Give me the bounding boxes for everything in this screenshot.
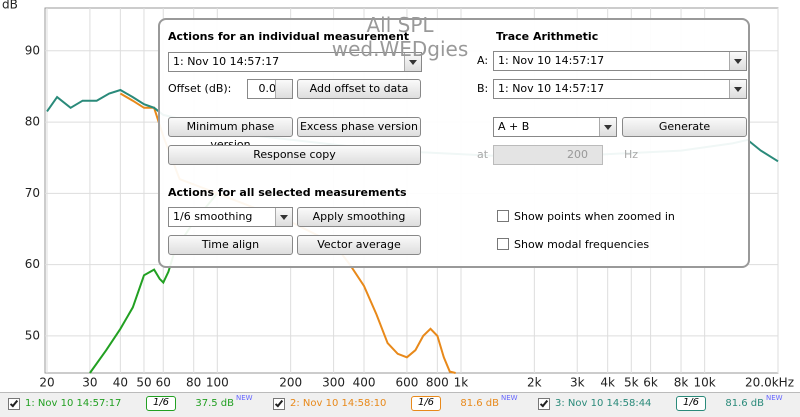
x-tick-label: 8k xyxy=(674,376,689,390)
x-tick-label: 2k xyxy=(527,376,542,390)
operation-select[interactable]: A + B xyxy=(493,117,617,137)
offset-label: Offset (dB): xyxy=(168,82,232,95)
at-label: at xyxy=(477,148,489,161)
a-label: A: xyxy=(477,54,489,67)
checkbox-label: Show modal frequencies xyxy=(514,238,650,251)
select-value: 1/6 smoothing xyxy=(173,210,253,223)
smoothing-icon: 1/6 xyxy=(146,396,176,411)
level: 37.5 dB xyxy=(195,398,234,409)
legend-checkbox[interactable] xyxy=(273,398,285,410)
legend-label: 1: Nov 10 14:57:17 xyxy=(25,398,122,409)
select-value: A + B xyxy=(498,120,530,133)
x-tick-label: 5k xyxy=(624,376,639,390)
y-tick-label: 60 xyxy=(25,257,40,271)
new-badge: NEW xyxy=(766,394,783,402)
select-value: 1: Nov 10 14:57:17 xyxy=(173,55,280,68)
time-align-button[interactable]: Time align xyxy=(168,235,293,255)
select-value: 1: Nov 10 14:57:17 xyxy=(498,54,605,67)
legend-checkbox[interactable] xyxy=(538,398,550,410)
x-tick-label: 400 xyxy=(353,376,376,390)
min-phase-button[interactable]: Minimum phase version xyxy=(168,117,293,151)
select-value: 1: Nov 10 14:57:17 xyxy=(498,82,605,95)
frequency-input: 200 xyxy=(493,145,603,165)
y-axis-label: dB xyxy=(2,0,18,12)
x-tick-label: 20.0kHz xyxy=(745,376,794,390)
x-tick-label: 600 xyxy=(395,376,418,390)
legend-label: 3: Nov 10 14:58:44 xyxy=(555,398,652,409)
x-tick-label: 40 xyxy=(113,376,128,390)
x-tick-label: 20 xyxy=(39,376,54,390)
level: 81.6 dB xyxy=(725,398,764,409)
x-tick-label: 800 xyxy=(426,376,449,390)
heading: Trace Arithmetic xyxy=(496,30,599,43)
heading: Actions for all selected measurements xyxy=(168,186,407,199)
check-mark xyxy=(274,398,284,408)
y-tick-label: 80 xyxy=(25,115,40,129)
legend-bar: 1: Nov 10 14:57:17 1/6 37.5 dB NEW 2: Nov 10… xyxy=(0,392,800,417)
x-tick-label: 1k xyxy=(454,376,469,390)
graph-title: All SPL xyxy=(366,13,434,37)
unit-label: Hz xyxy=(624,148,639,161)
checkbox[interactable] xyxy=(497,238,509,250)
response-copy-button[interactable]: Response copy xyxy=(168,145,421,165)
generate-button[interactable]: Generate xyxy=(622,117,747,137)
heading: Actions for an individual measurement xyxy=(168,30,410,43)
y-tick-label: 50 xyxy=(25,328,40,342)
x-tick-label: 4k xyxy=(600,376,615,390)
checkbox-label: Show points when zoomed in xyxy=(514,210,675,223)
x-tick-label: 30 xyxy=(82,376,97,390)
x-tick-label: 200 xyxy=(279,376,302,390)
new-badge: NEW xyxy=(501,394,518,402)
x-tick-label: 300 xyxy=(322,376,345,390)
x-tick-label: 50 xyxy=(136,376,151,390)
check-mark xyxy=(539,398,549,408)
smoothing-icon: 1/6 xyxy=(411,396,441,411)
y-tick-label: 70 xyxy=(25,186,40,200)
level: 81.6 dB xyxy=(460,398,499,409)
new-badge: NEW xyxy=(236,394,253,402)
x-tick-label: 10k xyxy=(694,376,716,390)
b-select[interactable]: 1: Nov 10 14:57:17 xyxy=(493,79,747,99)
measurement-select[interactable]: 1: Nov 10 14:57:17 xyxy=(168,52,422,72)
legend-label: 2: Nov 10 14:58:10 xyxy=(290,398,387,409)
smoothing-icon: 1/6 xyxy=(676,396,706,411)
smoothing-select[interactable]: 1/6 smoothing xyxy=(168,207,293,227)
x-tick-label: 6k xyxy=(643,376,658,390)
apply-smoothing-button[interactable]: Apply smoothing xyxy=(297,207,421,227)
actions-panel: Actions for an individual measurement 1:… xyxy=(158,18,750,268)
offset-input[interactable]: 0.0 xyxy=(247,79,293,99)
x-tick-label: 3k xyxy=(570,376,585,390)
y-tick-label: 90 xyxy=(25,43,40,57)
graph-subtitle: wed.WEDgies xyxy=(331,37,469,61)
x-tick-label: 60 xyxy=(156,376,171,390)
b-label: B: xyxy=(477,82,489,95)
x-tick-label: 100 xyxy=(206,376,229,390)
x-tick-label: 80 xyxy=(186,376,201,390)
checkbox[interactable] xyxy=(497,210,509,222)
excess-phase-button[interactable]: Excess phase version xyxy=(297,117,421,137)
check-mark xyxy=(9,398,19,408)
legend-checkbox[interactable] xyxy=(8,398,20,410)
add-offset-button[interactable]: Add offset to data xyxy=(297,79,421,99)
a-select[interactable]: 1: Nov 10 14:57:17 xyxy=(493,51,747,71)
vector-average-button[interactable]: Vector average xyxy=(297,235,421,255)
